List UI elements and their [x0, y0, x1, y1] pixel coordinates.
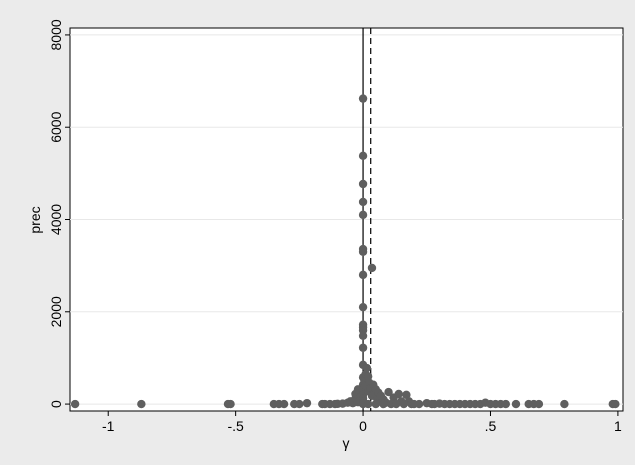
data-point: [611, 399, 620, 409]
data-point: [358, 210, 368, 220]
data-point: [402, 390, 411, 400]
data-point: [534, 399, 544, 409]
data-point: [358, 343, 368, 352]
x-axis-label: γ: [343, 435, 350, 451]
data-point: [70, 399, 80, 409]
data-point: [137, 399, 146, 409]
data-point: [358, 151, 368, 161]
data-point: [363, 399, 373, 409]
y-tick-label: 8000: [48, 19, 64, 50]
data-point: [391, 399, 401, 409]
x-axis: -1 -.5 0 .5 1: [102, 411, 622, 434]
data-point: [379, 399, 388, 409]
data-point: [358, 270, 368, 280]
data-point: [358, 179, 368, 189]
x-tick-label: 0: [359, 418, 367, 434]
y-tick-label: 0: [48, 400, 64, 408]
data-point: [358, 302, 368, 312]
x-tick-label: -1: [102, 418, 115, 434]
data-point: [302, 398, 312, 408]
y-tick-label: 6000: [48, 111, 64, 142]
data-point: [384, 387, 393, 397]
y-axis-label: prec: [27, 206, 43, 233]
data-point: [226, 399, 235, 409]
data-point: [367, 263, 377, 273]
data-point: [358, 94, 368, 103]
data-point: [279, 399, 289, 409]
data-points: [70, 94, 620, 409]
x-tick-label: .5: [485, 418, 497, 434]
data-point: [362, 363, 372, 373]
x-tick-label: 1: [614, 418, 622, 434]
data-point: [358, 247, 368, 257]
x-tick-label: -.5: [227, 418, 244, 434]
data-point: [501, 399, 510, 409]
data-point: [363, 372, 373, 381]
data-point: [399, 399, 409, 409]
data-point: [414, 399, 424, 409]
data-point: [511, 399, 521, 409]
y-tick-label: 2000: [48, 296, 64, 327]
data-point: [358, 331, 368, 340]
data-point: [295, 399, 304, 409]
data-point: [560, 399, 569, 409]
data-point: [371, 399, 381, 409]
data-point: [394, 389, 403, 399]
y-axis: 0 2000 4000 6000 8000: [48, 19, 70, 408]
data-point: [358, 197, 368, 207]
y-tick-label: 4000: [48, 204, 64, 235]
